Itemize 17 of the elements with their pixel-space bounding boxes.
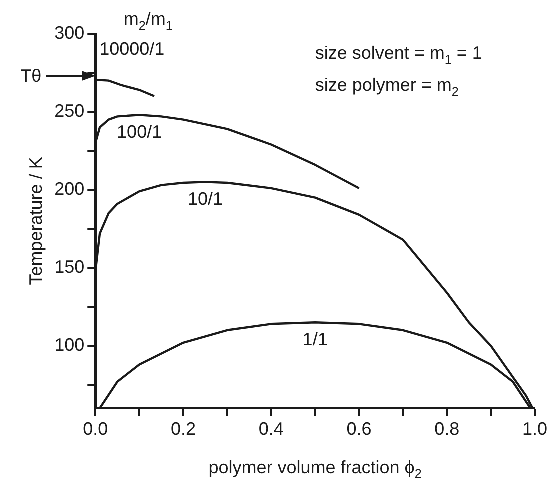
series-label: 10000/1 xyxy=(100,38,165,59)
series-label: 100/1 xyxy=(117,122,162,142)
y-tick-label: 100 xyxy=(54,334,85,355)
series-label: 1/1 xyxy=(302,330,328,350)
x-tick-label: 0.4 xyxy=(258,419,284,440)
x-tick-label: 0.6 xyxy=(346,419,372,440)
series-label: 10/1 xyxy=(188,189,224,210)
x-tick-label: 0.0 xyxy=(83,419,108,440)
y-tick-label: 250 xyxy=(54,100,85,121)
y-tick-label: 150 xyxy=(54,256,85,277)
y-tick-label: 200 xyxy=(54,178,85,199)
text: Tθ xyxy=(20,66,42,87)
x-tick-label: 1.0 xyxy=(522,419,548,440)
x-tick-label: 0.8 xyxy=(434,419,460,440)
y-axis-title: Temperature / K xyxy=(26,157,46,286)
y-tick-label: 300 xyxy=(54,22,85,43)
x-tick-label: 0.2 xyxy=(170,419,196,440)
